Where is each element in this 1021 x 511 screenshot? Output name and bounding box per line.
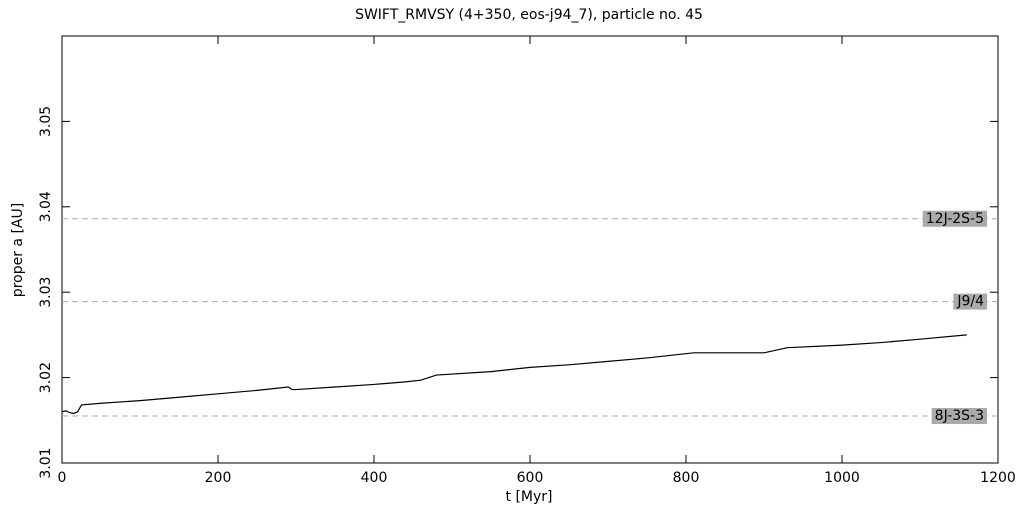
- x-tick-label: 1000: [824, 470, 860, 486]
- resonance-label-bg: [953, 293, 988, 310]
- resonance-label-bg: [922, 210, 987, 227]
- x-tick-label: 0: [58, 470, 67, 486]
- y-tick-label: 3.03: [38, 277, 54, 308]
- x-tick-label: 1200: [980, 470, 1016, 486]
- y-tick-label: 3.01: [38, 447, 54, 478]
- resonance-label: 12J-2S-5: [926, 211, 984, 227]
- resonance-label-bg: [931, 408, 987, 425]
- x-tick-label: 400: [361, 470, 388, 486]
- x-axis-label: t [Myr]: [506, 489, 553, 505]
- chart-title: SWIFT_RMVSY (4+350, eos-j94_7), particle…: [355, 7, 703, 23]
- y-tick-label: 3.04: [38, 191, 54, 222]
- data-line: [61, 334, 967, 415]
- y-tick-label: 3.02: [38, 362, 54, 393]
- x-tick-label: 800: [673, 470, 700, 486]
- y-tick-label: 3.05: [38, 106, 54, 137]
- resonance-label: J9/4: [956, 294, 984, 310]
- plot-frame: [61, 35, 999, 464]
- x-tick-label: 600: [517, 470, 544, 486]
- resonance-label: 8J-3S-3: [935, 408, 984, 424]
- x-tick-label: 200: [205, 470, 232, 486]
- y-axis-label: proper a [AU]: [10, 203, 26, 297]
